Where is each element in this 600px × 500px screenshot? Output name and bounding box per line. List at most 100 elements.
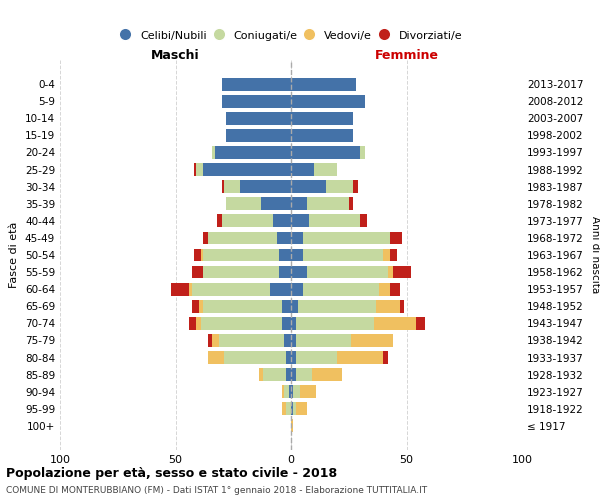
Bar: [196, 317, 201, 330]
Bar: [291, 283, 302, 296]
Bar: [291, 351, 296, 364]
Bar: [291, 129, 353, 142]
Bar: [291, 334, 296, 347]
Bar: [282, 317, 291, 330]
Bar: [326, 180, 353, 193]
Bar: [284, 334, 291, 347]
Bar: [203, 300, 282, 312]
Text: Popolazione per età, sesso e stato civile - 2018: Popolazione per età, sesso e stato civil…: [6, 467, 337, 480]
Bar: [293, 402, 296, 415]
Bar: [280, 266, 291, 278]
Y-axis label: Fasce di età: Fasce di età: [10, 222, 19, 288]
Bar: [307, 198, 349, 210]
Bar: [201, 317, 282, 330]
Bar: [291, 420, 293, 432]
Bar: [392, 266, 411, 278]
Bar: [400, 300, 404, 312]
Bar: [302, 283, 379, 296]
Bar: [310, 214, 360, 227]
Bar: [291, 78, 356, 90]
Legend: Celibi/Nubili, Coniugati/e, Vedovi/e, Divorziati/e: Celibi/Nubili, Coniugati/e, Vedovi/e, Di…: [116, 26, 466, 44]
Bar: [296, 402, 307, 415]
Bar: [314, 163, 337, 176]
Bar: [208, 334, 212, 347]
Bar: [224, 180, 240, 193]
Bar: [291, 146, 360, 159]
Bar: [289, 386, 291, 398]
Bar: [277, 232, 291, 244]
Bar: [291, 248, 302, 262]
Bar: [302, 232, 391, 244]
Bar: [199, 300, 203, 312]
Bar: [291, 300, 298, 312]
Bar: [291, 232, 302, 244]
Bar: [203, 232, 208, 244]
Bar: [215, 146, 291, 159]
Bar: [222, 78, 291, 90]
Bar: [337, 351, 383, 364]
Bar: [296, 317, 374, 330]
Bar: [360, 146, 365, 159]
Bar: [240, 180, 291, 193]
Bar: [203, 266, 280, 278]
Bar: [208, 351, 224, 364]
Bar: [391, 283, 400, 296]
Bar: [291, 386, 293, 398]
Bar: [191, 283, 270, 296]
Bar: [280, 248, 291, 262]
Bar: [286, 351, 291, 364]
Bar: [379, 283, 391, 296]
Bar: [217, 214, 222, 227]
Bar: [307, 266, 388, 278]
Bar: [220, 334, 284, 347]
Bar: [291, 163, 314, 176]
Text: Femmine: Femmine: [374, 49, 439, 62]
Bar: [296, 368, 312, 381]
Bar: [191, 266, 203, 278]
Bar: [300, 386, 316, 398]
Bar: [416, 317, 425, 330]
Bar: [291, 214, 310, 227]
Bar: [212, 334, 220, 347]
Bar: [261, 198, 291, 210]
Bar: [286, 402, 291, 415]
Bar: [226, 198, 261, 210]
Bar: [291, 198, 307, 210]
Bar: [226, 112, 291, 124]
Bar: [194, 163, 196, 176]
Bar: [391, 248, 397, 262]
Bar: [212, 146, 215, 159]
Bar: [353, 180, 358, 193]
Text: COMUNE DI MONTERUBBIANO (FM) - Dati ISTAT 1° gennaio 2018 - Elaborazione TUTTITA: COMUNE DI MONTERUBBIANO (FM) - Dati ISTA…: [6, 486, 427, 495]
Bar: [224, 351, 286, 364]
Bar: [222, 214, 272, 227]
Bar: [291, 112, 353, 124]
Y-axis label: Anni di nascita: Anni di nascita: [590, 216, 600, 294]
Bar: [282, 402, 286, 415]
Bar: [191, 300, 199, 312]
Bar: [360, 214, 367, 227]
Bar: [203, 163, 291, 176]
Bar: [351, 334, 392, 347]
Bar: [293, 386, 300, 398]
Bar: [349, 198, 353, 210]
Bar: [222, 95, 291, 108]
Bar: [302, 248, 383, 262]
Bar: [226, 129, 291, 142]
Bar: [270, 283, 291, 296]
Bar: [263, 368, 286, 381]
Bar: [291, 266, 307, 278]
Bar: [201, 248, 203, 262]
Bar: [282, 300, 291, 312]
Bar: [291, 180, 326, 193]
Bar: [291, 317, 296, 330]
Bar: [312, 368, 342, 381]
Bar: [296, 351, 337, 364]
Bar: [194, 248, 201, 262]
Bar: [190, 283, 191, 296]
Bar: [282, 386, 284, 398]
Bar: [171, 283, 190, 296]
Bar: [208, 232, 277, 244]
Bar: [388, 266, 392, 278]
Bar: [383, 248, 391, 262]
